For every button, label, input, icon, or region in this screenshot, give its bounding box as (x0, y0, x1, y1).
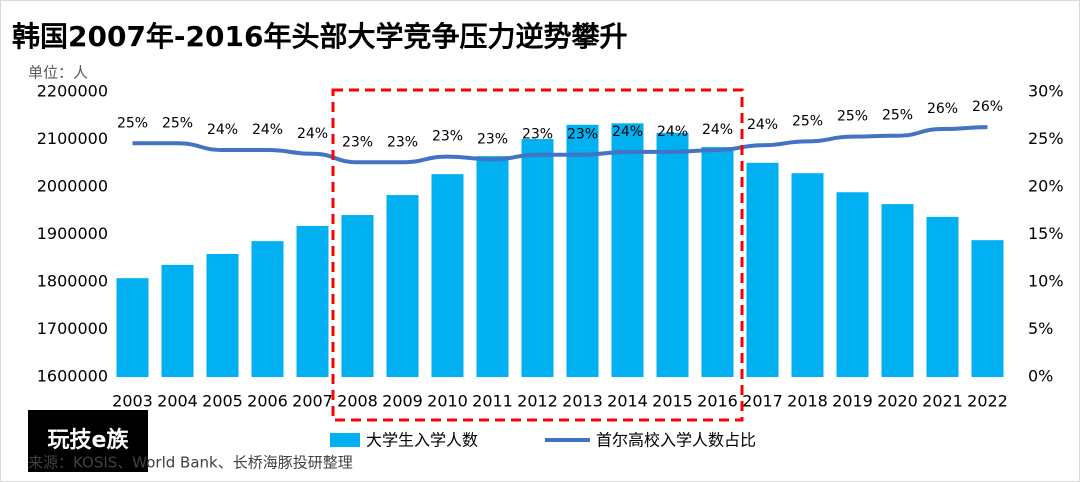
x-tick-label: 2019 (832, 392, 873, 411)
x-tick-label: 2022 (967, 392, 1008, 411)
x-tick-label: 2006 (247, 392, 288, 411)
y-tick-label: 2000000 (37, 177, 108, 196)
value-label: 23% (477, 131, 508, 147)
logo-box (28, 410, 148, 472)
bar (476, 156, 509, 377)
value-label: 23% (342, 134, 373, 150)
y-tick-label: 1700000 (37, 319, 108, 338)
x-tick-label: 2011 (472, 392, 513, 411)
x-tick-label: 2016 (697, 392, 738, 411)
bar (566, 124, 599, 378)
y2-tick-label: 15% (1028, 224, 1064, 243)
unit-label: 单位：人 (28, 64, 88, 82)
bar (206, 253, 239, 377)
value-label: 24% (657, 124, 688, 140)
value-label: 23% (387, 134, 418, 150)
value-label: 24% (207, 122, 238, 138)
value-label: 24% (297, 126, 328, 142)
bar (881, 204, 914, 377)
line (132, 125, 988, 165)
x-tick-label: 2012 (517, 392, 558, 411)
legend-swatch (330, 433, 360, 447)
x-tick-label: 2014 (607, 392, 648, 411)
y2-tick-label: 25% (1028, 129, 1064, 148)
value-label: 26% (972, 99, 1003, 115)
bar (926, 216, 959, 377)
value-label: 24% (702, 122, 733, 138)
x-tick-label: 2015 (652, 392, 693, 411)
value-label: 23% (567, 127, 598, 143)
bar (251, 241, 284, 377)
value-label: 25% (882, 108, 913, 124)
logo: 玩技e族 (48, 427, 130, 453)
chart-title: 韩国2007年-2016年头部大学竞争压力逆势攀升 (12, 20, 627, 53)
bar (746, 162, 779, 377)
y-tick-label: 1900000 (37, 224, 108, 243)
value-label: 23% (522, 127, 553, 143)
x-tick-label: 2008 (337, 392, 378, 411)
y-tick-label: 1800000 (37, 272, 108, 291)
value-label: 24% (252, 122, 283, 138)
x-tick-label: 2020 (877, 392, 918, 411)
x-tick-label: 2018 (787, 392, 828, 411)
y-tick-label: 2100000 (37, 129, 108, 148)
value-label: 24% (747, 117, 778, 133)
legend-label: 大学生入学人数 (366, 431, 478, 450)
source-note: 来源：KOSIS、World Bank、长桥海豚投研整理 (28, 454, 353, 472)
value-label: 25% (792, 113, 823, 129)
bar (161, 264, 194, 377)
bar (341, 215, 374, 377)
x-tick-label: 2009 (382, 392, 423, 411)
bar (971, 240, 1004, 377)
legend-label: 首尔高校入学人数占比 (596, 431, 756, 450)
y2-tick-label: 5% (1028, 319, 1053, 338)
x-tick-label: 2010 (427, 392, 468, 411)
bar (431, 174, 464, 377)
y-tick-label: 1600000 (37, 367, 108, 386)
x-tick-label: 2003 (112, 392, 153, 411)
x-tick-label: 2021 (922, 392, 963, 411)
bar (611, 123, 644, 377)
bar (791, 173, 824, 377)
y2-tick-label: 10% (1028, 272, 1064, 291)
x-tick-label: 2017 (742, 392, 783, 411)
bar (521, 139, 554, 377)
value-label: 25% (837, 109, 868, 125)
y-tick-label: 2200000 (37, 82, 108, 101)
value-label: 26% (927, 101, 958, 117)
bar (701, 147, 734, 377)
x-tick-label: 2007 (292, 392, 333, 411)
bar (386, 195, 419, 377)
x-tick-label: 2004 (157, 392, 198, 411)
bar (116, 278, 149, 377)
value-label: 23% (432, 129, 463, 145)
bar (836, 192, 869, 377)
value-label: 25% (162, 115, 193, 131)
value-label: 25% (117, 115, 148, 131)
value-label: 24% (612, 124, 643, 140)
y2-tick-label: 0% (1028, 367, 1053, 386)
x-tick-label: 2005 (202, 392, 243, 411)
y2-tick-label: 30% (1028, 82, 1064, 101)
bar (656, 132, 689, 377)
x-tick-label: 2013 (562, 392, 603, 411)
highlight-box (331, 88, 744, 422)
bar (296, 225, 329, 377)
y2-tick-label: 20% (1028, 177, 1064, 196)
